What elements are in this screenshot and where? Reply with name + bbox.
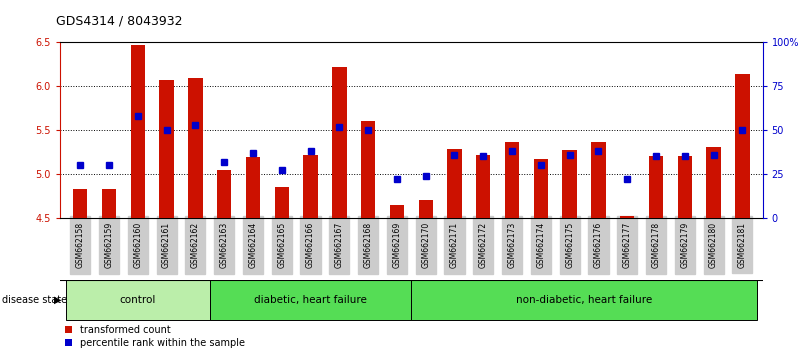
Bar <box>620 216 634 218</box>
Bar <box>591 142 606 218</box>
Legend: transformed count, percentile rank within the sample: transformed count, percentile rank withi… <box>65 325 244 348</box>
Bar <box>131 45 145 218</box>
Bar <box>678 156 692 218</box>
Bar <box>361 121 376 218</box>
Bar <box>418 200 433 218</box>
Bar <box>505 142 519 218</box>
Bar <box>102 189 116 218</box>
Bar <box>562 150 577 218</box>
Bar <box>533 159 548 218</box>
Bar <box>412 280 757 320</box>
Bar <box>275 187 289 218</box>
Text: disease state: disease state <box>2 295 66 305</box>
Bar <box>304 155 318 218</box>
Bar <box>390 205 405 218</box>
Bar <box>649 156 663 218</box>
Bar <box>735 74 750 218</box>
Bar <box>188 78 203 218</box>
Bar <box>332 67 347 218</box>
Text: GDS4314 / 8043932: GDS4314 / 8043932 <box>56 14 183 27</box>
Bar <box>246 157 260 218</box>
Bar <box>73 189 87 218</box>
Text: non-diabetic, heart failure: non-diabetic, heart failure <box>516 295 652 305</box>
Text: ▶: ▶ <box>54 295 62 305</box>
Bar <box>217 170 231 218</box>
Bar <box>447 149 461 218</box>
Text: control: control <box>119 295 156 305</box>
Text: diabetic, heart failure: diabetic, heart failure <box>254 295 367 305</box>
Bar <box>706 147 721 218</box>
Bar <box>159 80 174 218</box>
Bar <box>476 155 490 218</box>
Bar <box>66 280 210 320</box>
Bar <box>210 280 412 320</box>
